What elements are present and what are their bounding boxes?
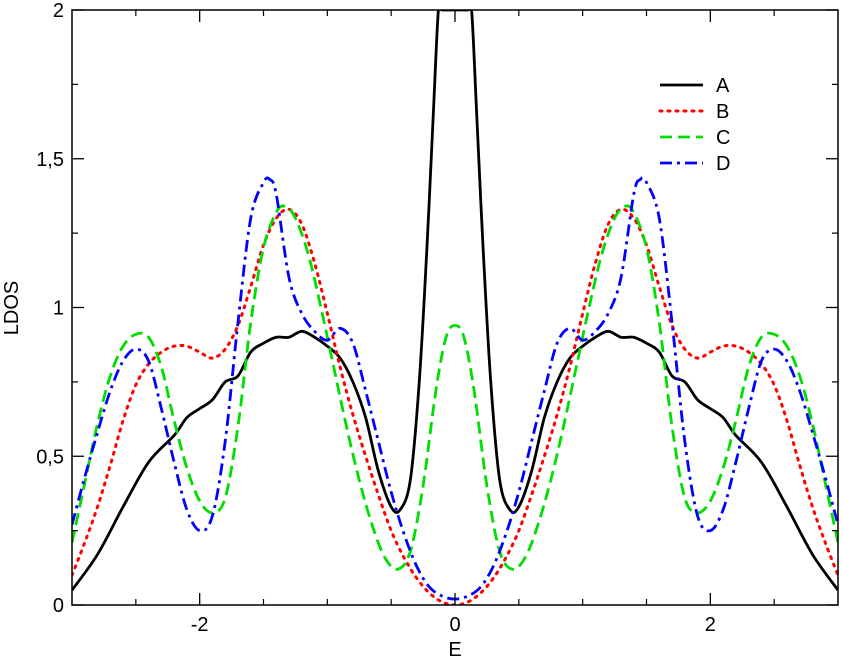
y-tick-label: 2 <box>53 0 64 22</box>
legend-label: A <box>716 75 730 97</box>
legend-label: D <box>716 153 730 175</box>
x-tick-label: -2 <box>191 614 209 636</box>
legend-entry-a: A <box>660 75 730 97</box>
plot-frame <box>71 9 839 606</box>
y-tick-label: 1,5 <box>36 149 64 171</box>
legend-entry-d: D <box>660 153 730 175</box>
y-tick-label: 1 <box>53 298 64 320</box>
legend-entry-c: C <box>660 127 730 149</box>
y-tick-label: 0 <box>53 595 64 617</box>
x-tick-label: 2 <box>705 614 716 636</box>
y-tick-label: 0,5 <box>36 446 64 468</box>
legend-entry-b: B <box>658 101 729 123</box>
y-axis-ticks: 0 0,5 1 1,5 2 <box>36 0 838 617</box>
series-line-d <box>72 176 838 601</box>
series-line-a <box>72 10 838 591</box>
series-line-b <box>72 207 838 605</box>
x-axis-ticks: -2 0 2 <box>135 10 775 636</box>
legend-label: C <box>716 127 730 149</box>
x-tick-label: 0 <box>449 614 460 636</box>
series-line-c <box>72 204 838 571</box>
legend-label: B <box>716 101 729 123</box>
x-axis-label: E <box>448 639 461 660</box>
y-axis-label: LDOS <box>1 281 23 335</box>
